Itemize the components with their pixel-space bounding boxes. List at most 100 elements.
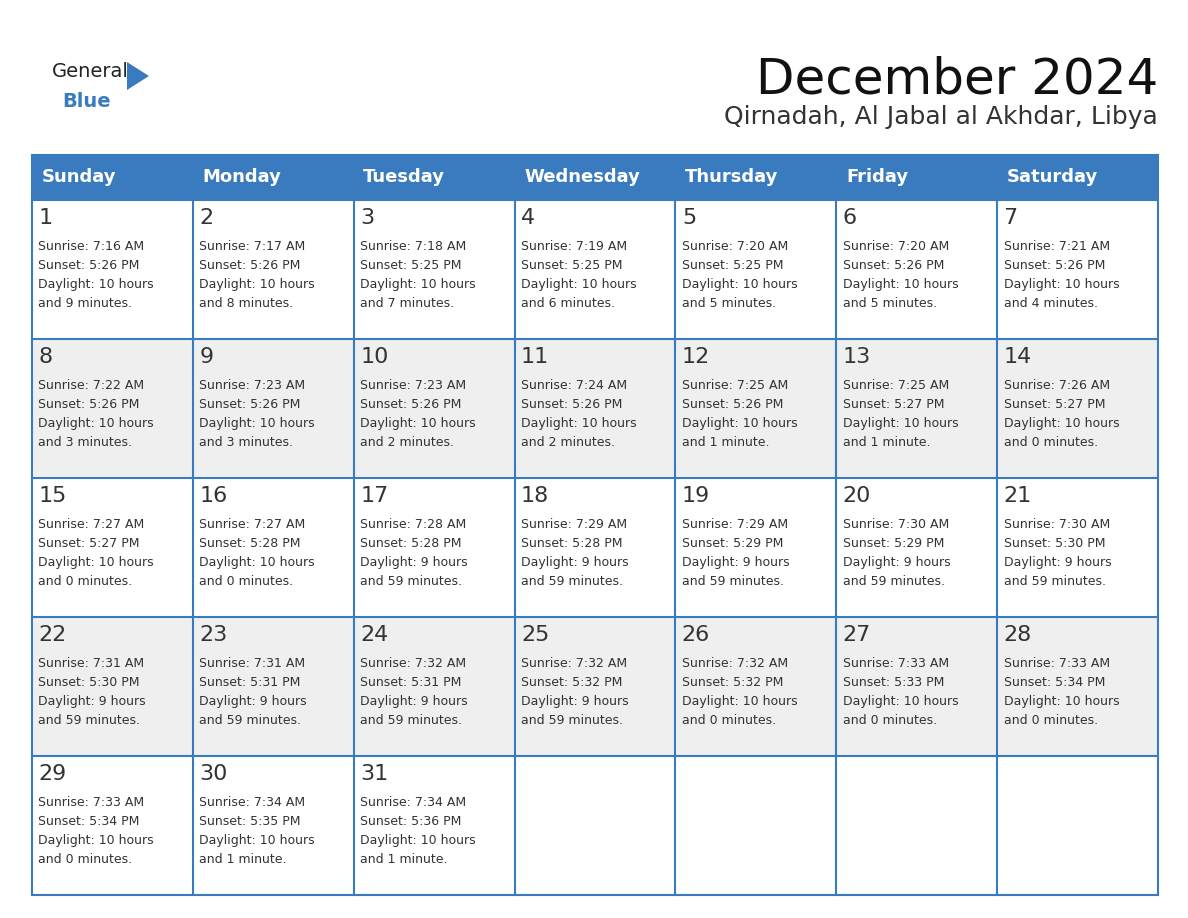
Text: Sunrise: 7:33 AM: Sunrise: 7:33 AM	[842, 657, 949, 670]
Text: 3: 3	[360, 208, 374, 228]
Text: Sunrise: 7:28 AM: Sunrise: 7:28 AM	[360, 518, 467, 531]
Text: and 1 minute.: and 1 minute.	[842, 436, 930, 449]
Text: and 0 minutes.: and 0 minutes.	[682, 714, 776, 727]
Text: Daylight: 9 hours: Daylight: 9 hours	[200, 695, 307, 708]
Text: Daylight: 10 hours: Daylight: 10 hours	[682, 695, 797, 708]
Text: Sunset: 5:25 PM: Sunset: 5:25 PM	[682, 259, 783, 272]
Text: 27: 27	[842, 625, 871, 645]
Text: Sunday: Sunday	[42, 169, 116, 186]
Text: 22: 22	[38, 625, 67, 645]
Bar	[836, 756, 997, 895]
Text: Saturday: Saturday	[1006, 169, 1098, 186]
Text: and 8 minutes.: and 8 minutes.	[200, 297, 293, 310]
Text: Daylight: 10 hours: Daylight: 10 hours	[1004, 695, 1119, 708]
Text: 4: 4	[522, 208, 535, 228]
Text: Sunrise: 7:24 AM: Sunrise: 7:24 AM	[522, 379, 627, 392]
Text: 23: 23	[200, 625, 228, 645]
Bar	[354, 339, 514, 478]
Text: Sunset: 5:29 PM: Sunset: 5:29 PM	[682, 537, 783, 550]
Text: Sunrise: 7:27 AM: Sunrise: 7:27 AM	[38, 518, 145, 531]
Text: Sunset: 5:36 PM: Sunset: 5:36 PM	[360, 815, 461, 828]
Text: and 59 minutes.: and 59 minutes.	[522, 575, 623, 588]
Text: Sunrise: 7:23 AM: Sunrise: 7:23 AM	[200, 379, 305, 392]
Text: Sunrise: 7:20 AM: Sunrise: 7:20 AM	[842, 240, 949, 253]
Text: 2: 2	[200, 208, 214, 228]
Text: Monday: Monday	[202, 169, 282, 186]
Text: Wednesday: Wednesday	[524, 169, 640, 186]
Text: Thursday: Thursday	[685, 169, 778, 186]
Text: Sunrise: 7:25 AM: Sunrise: 7:25 AM	[842, 379, 949, 392]
Text: Sunset: 5:34 PM: Sunset: 5:34 PM	[38, 815, 140, 828]
Text: Sunset: 5:26 PM: Sunset: 5:26 PM	[522, 398, 623, 411]
Text: Sunrise: 7:17 AM: Sunrise: 7:17 AM	[200, 240, 305, 253]
Text: and 2 minutes.: and 2 minutes.	[360, 436, 454, 449]
Text: and 1 minute.: and 1 minute.	[360, 853, 448, 866]
Text: Daylight: 9 hours: Daylight: 9 hours	[682, 556, 790, 569]
Bar	[836, 200, 997, 339]
Text: Sunset: 5:27 PM: Sunset: 5:27 PM	[842, 398, 944, 411]
Bar	[836, 339, 997, 478]
Text: Sunrise: 7:16 AM: Sunrise: 7:16 AM	[38, 240, 145, 253]
Text: Sunrise: 7:30 AM: Sunrise: 7:30 AM	[842, 518, 949, 531]
Bar	[354, 478, 514, 617]
Text: and 1 minute.: and 1 minute.	[200, 853, 286, 866]
Text: Daylight: 10 hours: Daylight: 10 hours	[360, 278, 475, 291]
Text: Daylight: 10 hours: Daylight: 10 hours	[682, 417, 797, 430]
Text: December 2024: December 2024	[756, 55, 1158, 103]
Text: Sunset: 5:35 PM: Sunset: 5:35 PM	[200, 815, 301, 828]
Bar	[676, 339, 836, 478]
Text: Daylight: 10 hours: Daylight: 10 hours	[38, 556, 154, 569]
Bar	[997, 617, 1158, 756]
Text: Sunset: 5:26 PM: Sunset: 5:26 PM	[682, 398, 783, 411]
Text: Daylight: 9 hours: Daylight: 9 hours	[522, 556, 628, 569]
Bar	[354, 617, 514, 756]
Text: Sunrise: 7:25 AM: Sunrise: 7:25 AM	[682, 379, 788, 392]
Text: and 6 minutes.: and 6 minutes.	[522, 297, 615, 310]
Bar	[676, 200, 836, 339]
Bar	[354, 200, 514, 339]
Polygon shape	[127, 62, 148, 90]
Text: Sunset: 5:26 PM: Sunset: 5:26 PM	[38, 259, 140, 272]
Text: Daylight: 10 hours: Daylight: 10 hours	[200, 834, 315, 847]
Text: 30: 30	[200, 764, 228, 784]
Text: Sunrise: 7:27 AM: Sunrise: 7:27 AM	[200, 518, 305, 531]
Text: Daylight: 10 hours: Daylight: 10 hours	[522, 417, 637, 430]
Bar	[514, 155, 676, 200]
Bar	[32, 756, 192, 895]
Text: Sunrise: 7:32 AM: Sunrise: 7:32 AM	[360, 657, 466, 670]
Text: and 59 minutes.: and 59 minutes.	[682, 575, 784, 588]
Text: and 0 minutes.: and 0 minutes.	[842, 714, 937, 727]
Bar	[836, 155, 997, 200]
Text: and 59 minutes.: and 59 minutes.	[360, 714, 462, 727]
Text: 6: 6	[842, 208, 857, 228]
Text: Daylight: 10 hours: Daylight: 10 hours	[1004, 417, 1119, 430]
Text: Sunset: 5:31 PM: Sunset: 5:31 PM	[360, 676, 461, 689]
Text: Daylight: 10 hours: Daylight: 10 hours	[522, 278, 637, 291]
Bar	[192, 478, 354, 617]
Bar	[192, 339, 354, 478]
Text: 8: 8	[38, 347, 52, 367]
Text: 15: 15	[38, 486, 67, 506]
Text: Sunset: 5:32 PM: Sunset: 5:32 PM	[522, 676, 623, 689]
Text: Qirnadah, Al Jabal al Akhdar, Libya: Qirnadah, Al Jabal al Akhdar, Libya	[725, 105, 1158, 129]
Bar	[836, 617, 997, 756]
Bar	[192, 200, 354, 339]
Text: Sunrise: 7:18 AM: Sunrise: 7:18 AM	[360, 240, 467, 253]
Bar	[354, 756, 514, 895]
Bar	[192, 617, 354, 756]
Text: and 7 minutes.: and 7 minutes.	[360, 297, 454, 310]
Text: Sunrise: 7:33 AM: Sunrise: 7:33 AM	[38, 796, 145, 809]
Text: 10: 10	[360, 347, 388, 367]
Text: Daylight: 10 hours: Daylight: 10 hours	[682, 278, 797, 291]
Text: 25: 25	[522, 625, 549, 645]
Text: Daylight: 10 hours: Daylight: 10 hours	[842, 278, 959, 291]
Text: Sunrise: 7:32 AM: Sunrise: 7:32 AM	[682, 657, 788, 670]
Text: Daylight: 9 hours: Daylight: 9 hours	[1004, 556, 1111, 569]
Bar	[514, 756, 676, 895]
Text: Friday: Friday	[846, 169, 908, 186]
Text: and 59 minutes.: and 59 minutes.	[360, 575, 462, 588]
Text: Daylight: 10 hours: Daylight: 10 hours	[200, 417, 315, 430]
Text: Sunset: 5:26 PM: Sunset: 5:26 PM	[38, 398, 140, 411]
Bar	[514, 478, 676, 617]
Text: Sunset: 5:25 PM: Sunset: 5:25 PM	[522, 259, 623, 272]
